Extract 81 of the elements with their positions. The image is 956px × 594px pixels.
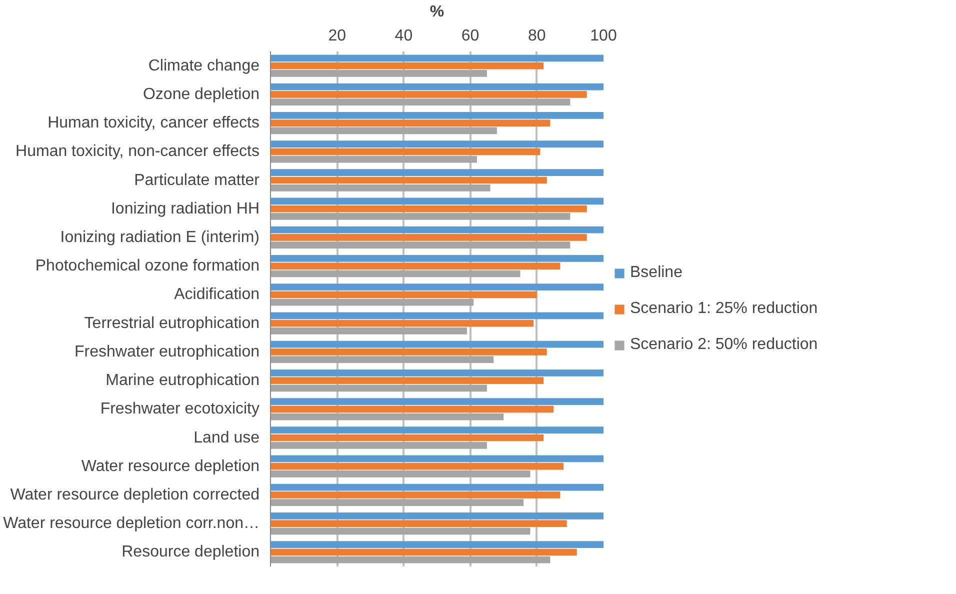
bar (270, 127, 497, 134)
bar (270, 176, 547, 184)
bar (270, 284, 604, 290)
y-tick-label: Freshwater ecotoxicity (100, 400, 260, 418)
y-tick-label: Water resource depletion corr.non… (3, 515, 260, 532)
legend-label: Scenario 1: 25% reduction (630, 300, 818, 318)
y-tick-label: Water resource depletion (81, 458, 260, 475)
bar (270, 340, 604, 348)
bar (270, 470, 530, 478)
bar (270, 298, 474, 306)
bar (270, 213, 570, 220)
bar (270, 234, 587, 241)
y-tick-label: Marine eutrophication (106, 372, 260, 390)
bar (270, 426, 604, 434)
bar (270, 377, 544, 384)
bar (270, 442, 487, 449)
bar (270, 398, 604, 405)
y-tick-label: Photochemical ozone formation (35, 258, 260, 275)
bar (270, 462, 564, 470)
y-tick-label: Terrestrial eutrophication (84, 314, 260, 332)
bar (270, 492, 560, 498)
bar (270, 120, 550, 126)
x-axis-title: % (430, 4, 444, 20)
bar (270, 528, 530, 535)
bar (270, 226, 604, 234)
bar (270, 556, 550, 564)
y-tick-label: Land use (194, 429, 260, 446)
bar (270, 320, 534, 327)
y-tick-label: Climate change (148, 57, 260, 74)
bar (270, 148, 540, 156)
bar (270, 455, 604, 462)
y-tick-label: Ionizing radiation E (interim) (60, 228, 260, 246)
bar (270, 70, 487, 77)
legend-label: Scenario 2: 50% reduction (630, 336, 818, 354)
bar (270, 406, 554, 413)
bar (270, 198, 604, 205)
x-tick-label: 40 (394, 28, 413, 44)
y-tick-label: Ozone depletion (142, 86, 260, 103)
bar (270, 54, 604, 62)
bar (270, 291, 537, 298)
bar (270, 520, 567, 528)
bar (270, 98, 570, 106)
bar (270, 169, 604, 176)
x-tick-label: 80 (528, 28, 546, 44)
bar (270, 255, 604, 262)
bar (270, 83, 604, 90)
bar (270, 328, 467, 334)
y-tick-label: Freshwater eutrophication (74, 343, 260, 360)
bar (270, 184, 490, 192)
y-tick-label: Human toxicity, cancer effects (48, 114, 260, 132)
bar (270, 62, 544, 70)
y-tick-label: Acidification (174, 286, 260, 304)
bar (270, 356, 494, 363)
y-tick-label: Particulate matter (134, 172, 260, 189)
bar (270, 312, 604, 320)
bar (270, 90, 587, 98)
x-tick-label: 100 (590, 28, 617, 44)
y-tick-label: Resource depletion (122, 544, 260, 561)
y-tick-label: Ionizing radiation HH (110, 200, 260, 218)
bar (270, 242, 570, 249)
bar (270, 541, 604, 548)
bar (270, 384, 487, 392)
bar (270, 156, 477, 163)
bar (270, 499, 524, 506)
bar (270, 205, 587, 212)
x-tick-label: 60 (461, 28, 480, 44)
bar (270, 348, 547, 356)
bar (270, 140, 604, 148)
y-tick-label: Human toxicity, non-cancer effects (16, 143, 260, 160)
legend-label: Bseline (630, 264, 682, 282)
bar (270, 112, 604, 119)
bar (270, 512, 604, 520)
bar (270, 262, 560, 270)
bar (270, 484, 604, 491)
x-tick-label: 20 (328, 28, 346, 44)
bar (270, 434, 544, 442)
bar (270, 270, 520, 278)
bar (270, 413, 504, 420)
bar (270, 369, 604, 376)
y-tick-label: Water resource depletion corrected (10, 486, 260, 504)
bar (270, 548, 577, 556)
